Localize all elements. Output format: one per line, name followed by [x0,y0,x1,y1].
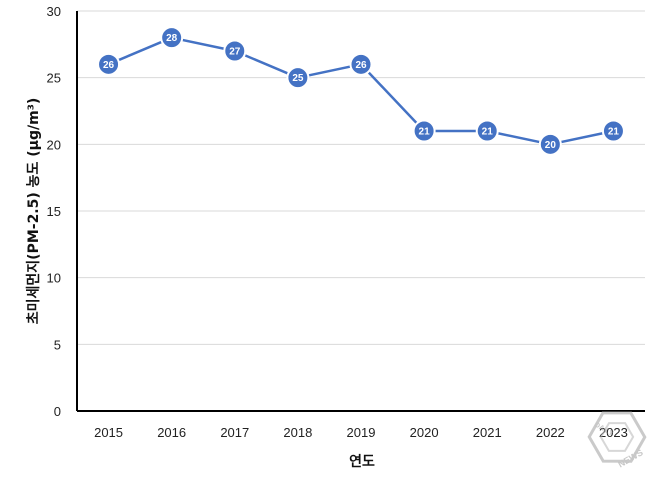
y-tick-label: 0 [54,404,61,419]
data-label: 27 [229,47,241,58]
data-label: 21 [482,127,494,138]
data-label: 21 [419,127,431,138]
data-label: 25 [292,73,304,84]
data-label: 26 [355,60,367,71]
x-tick-label: 2016 [157,425,186,440]
data-point [601,119,625,143]
y-tick-label: 5 [54,337,61,352]
y-tick-label: 15 [47,204,61,219]
y-tick-label: 30 [47,4,61,19]
x-tick-labels: 2015 2016 2017 2018 2019 2020 2021 2022 2023 [94,425,628,440]
x-tick-label: 2019 [347,425,376,440]
data-point [475,119,499,143]
y-tick-label: 25 [47,71,61,86]
gridlines [77,10,645,345]
axes [76,11,645,412]
data-point [412,119,436,143]
x-tick-label: 2015 [94,425,123,440]
data-point [286,66,310,90]
y-tick-label: 10 [47,271,61,286]
data-label: 20 [545,140,557,151]
data-markers: 26 28 27 25 26 21 21 20 21 [97,26,625,156]
watermark-hexagon [587,411,647,463]
data-label: 26 [103,60,115,71]
data-label: 21 [608,127,620,138]
y-tick-labels: 0 5 10 15 20 25 30 [47,4,61,419]
y-tick-label: 20 [47,137,61,152]
y-axis-title: 초미세먼지(PM-2.5) 농도 (μg/m³) [25,98,42,324]
x-tick-label: 2018 [283,425,312,440]
x-tick-label: 2021 [473,425,502,440]
data-point [223,39,247,63]
x-tick-label: 2020 [410,425,439,440]
x-axis-title: 연도 [349,454,375,470]
x-tick-label: 2017 [220,425,249,440]
x-tick-label: 2022 [536,425,565,440]
data-point [349,52,373,76]
data-point [97,52,121,76]
data-point [160,26,184,50]
watermark-inner-hexagon [599,422,635,452]
data-point [538,132,562,156]
data-label: 28 [166,33,178,44]
